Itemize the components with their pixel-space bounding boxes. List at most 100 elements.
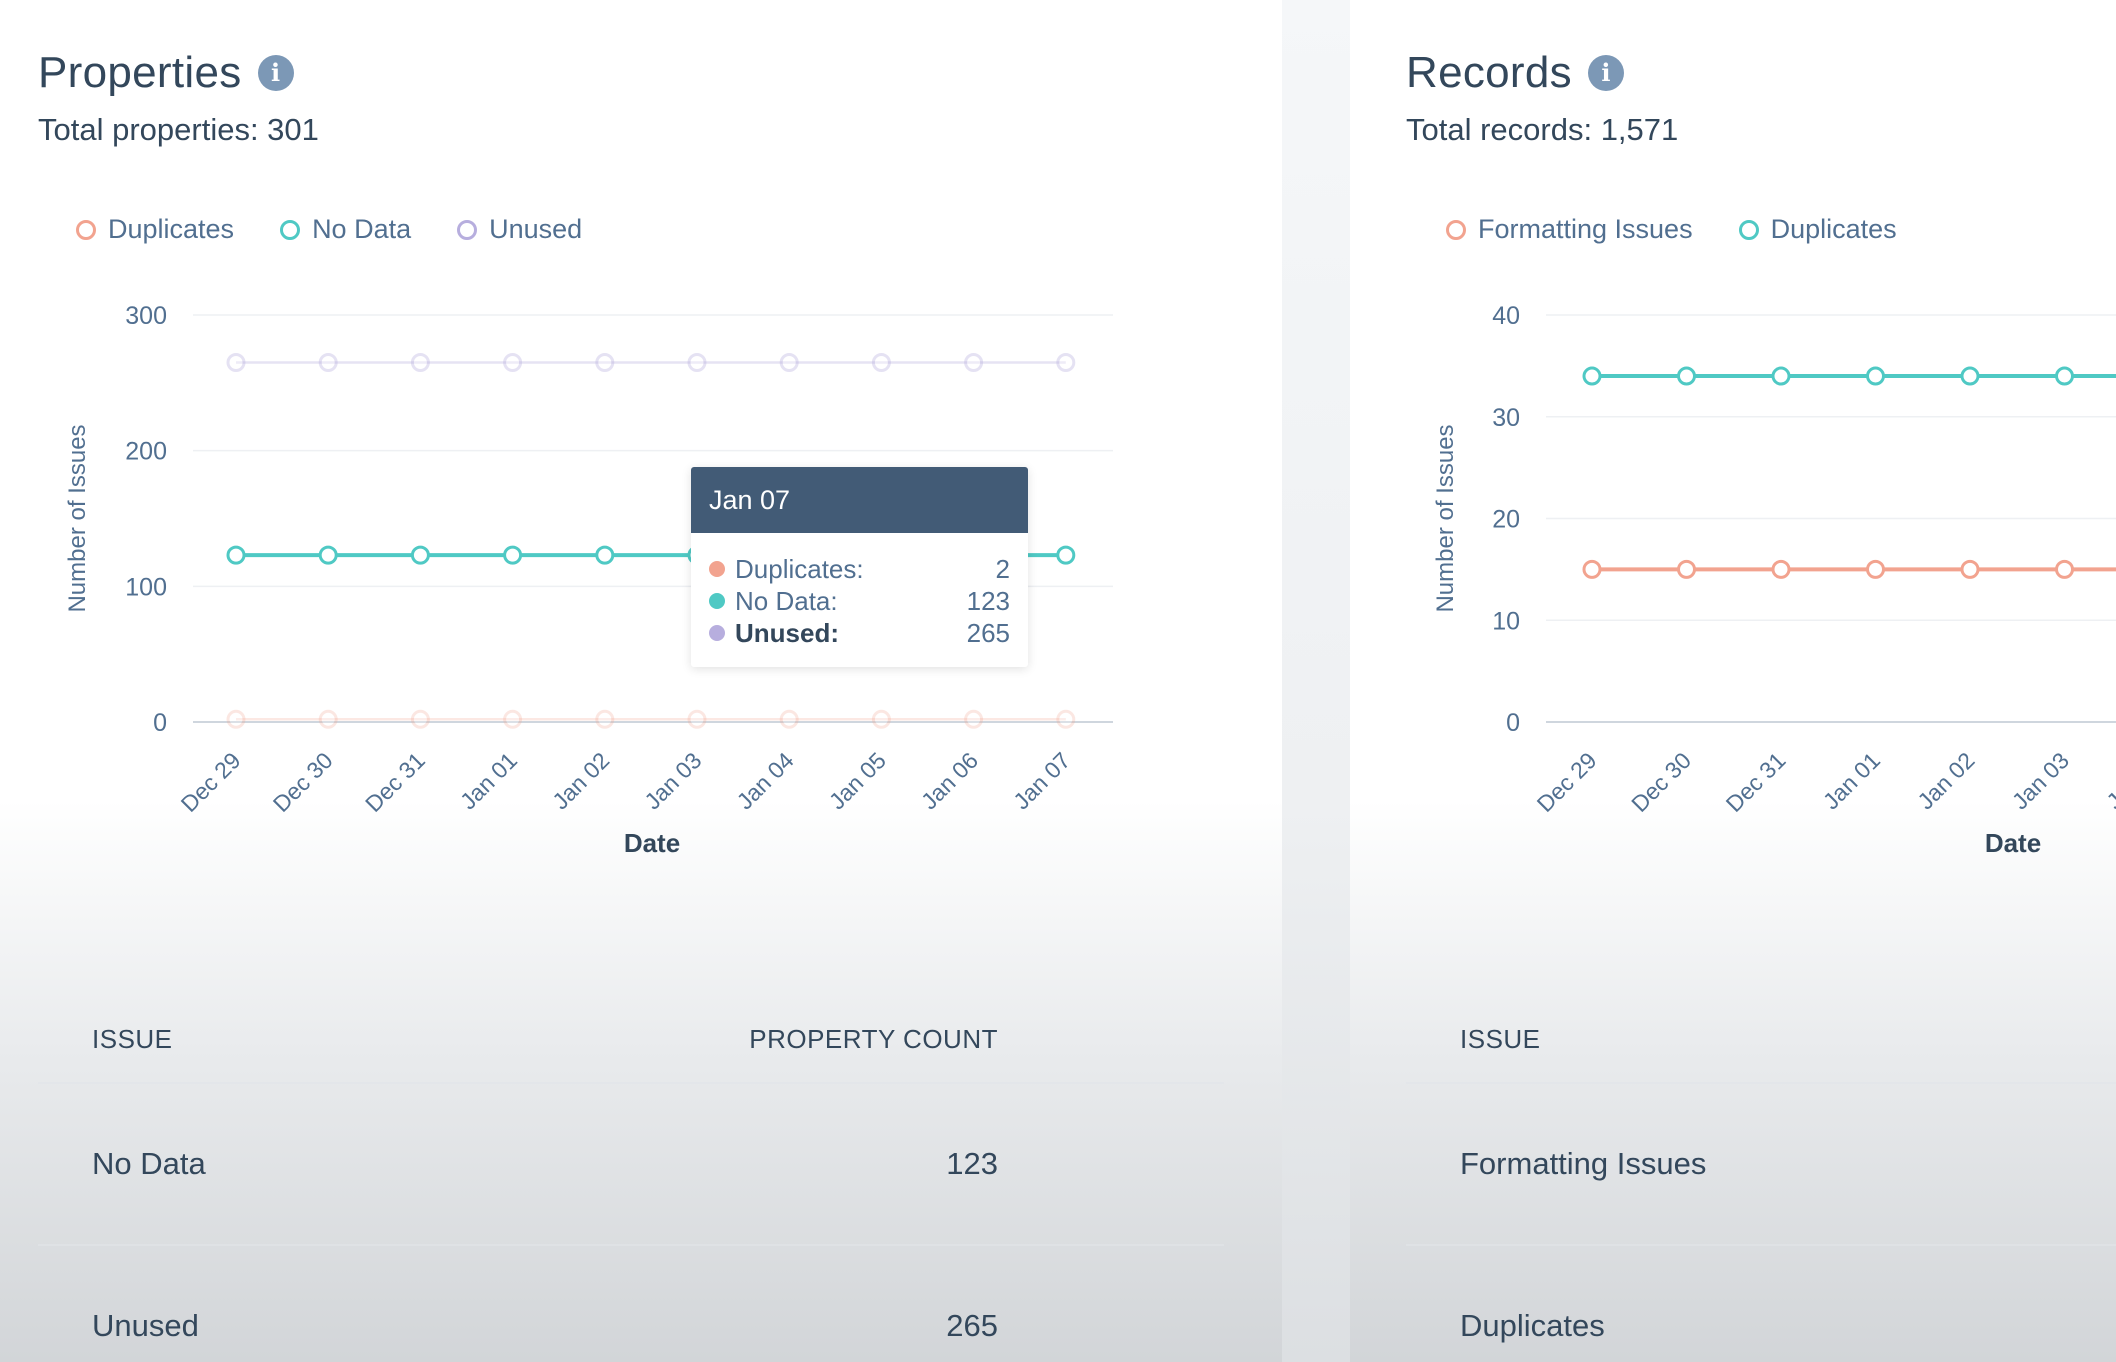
y-axis-label: Number of Issues (1432, 424, 1459, 612)
x-tick-label: Jan 04 (732, 747, 799, 814)
table-row: Duplicates (1406, 1246, 2116, 1362)
tooltip-row-no-data: No Data: 123 (709, 585, 1010, 617)
info-icon[interactable]: i (1587, 55, 1624, 91)
tooltip-value: 2 (995, 553, 1010, 584)
tooltip-dot (709, 625, 725, 641)
data-point (595, 545, 615, 565)
legend-item-duplicates[interactable]: Duplicates (76, 214, 234, 245)
table-row: Formatting Issues (1406, 1084, 2116, 1246)
x-tick-label: Jan 02 (547, 747, 614, 814)
y-tick-label: 0 (1506, 709, 1520, 737)
y-tick-label: 40 (1492, 302, 1520, 330)
tooltip-title: Jan 07 (691, 467, 1028, 533)
legend-swatch-no-data (280, 219, 301, 240)
legend-swatch-duplicates (1738, 219, 1759, 240)
x-tick-label: Jan 01 (1818, 747, 1885, 814)
x-tick-label: Dec 29 (176, 747, 246, 817)
legend-item-no-data[interactable]: No Data (280, 214, 411, 245)
tooltip-value: 265 (966, 617, 1010, 648)
data-point (503, 352, 523, 372)
table-row: Unused 265 (38, 1246, 1224, 1362)
x-tick-label: Dec 30 (1626, 747, 1696, 817)
data-point (1056, 352, 1076, 372)
records-line-chart: 0 10 20 30 40 Number of Issues Dec 29 Dec 30 Dec… (1432, 302, 2116, 858)
data-point (1960, 366, 1980, 386)
y-tick-label: 0 (153, 709, 167, 737)
data-point (1056, 709, 1076, 729)
y-tick-label: 100 (125, 573, 167, 601)
issue-count: 265 (946, 1308, 998, 1343)
data-point (2055, 559, 2074, 579)
column-header-issue[interactable]: ISSUE (92, 1024, 173, 1054)
y-tick-label: 20 (1492, 506, 1520, 534)
data-point (1677, 559, 1696, 579)
properties-line-chart: 0 100 200 300 Number of Issues Dec 29 Dec 30 De… (64, 302, 1113, 858)
data-point (1582, 366, 1602, 386)
data-point (503, 709, 523, 729)
tooltip-row-unused: Unused: 265 (709, 617, 1010, 649)
data-point (318, 545, 338, 565)
data-point (1866, 559, 1885, 579)
x-tick-label: Jan 07 (1008, 747, 1075, 814)
y-tick-label: 30 (1492, 404, 1520, 432)
legend-label: Duplicates (108, 214, 235, 244)
legend-swatch-unused (457, 219, 478, 240)
issue-name: Unused (92, 1308, 199, 1343)
properties-table-header: ISSUE PROPERTY COUNT (38, 1010, 1224, 1084)
tooltip-label: Duplicates: (735, 553, 864, 584)
y-axis-label: Number of Issues (64, 424, 91, 612)
data-point (1771, 559, 1791, 579)
total-records-label: Total records: 1,571 (1406, 112, 1679, 147)
data-point (964, 709, 984, 729)
records-panel: Records i Total records: 1,571 Formattin… (1350, 0, 2116, 1362)
data-point (318, 352, 338, 372)
x-tick-label: Jan 01 (455, 747, 522, 814)
x-axis-label: Date (1985, 828, 2041, 858)
data-point (687, 709, 707, 729)
properties-title-row: Properties i (38, 38, 294, 108)
legend-label: Formatting Issues (1478, 214, 1693, 244)
data-point (410, 352, 430, 372)
data-point (226, 352, 246, 372)
data-point (1771, 366, 1791, 386)
data-point (1056, 545, 1076, 565)
data-point (1960, 559, 1980, 579)
column-header-issue[interactable]: ISSUE (1460, 1024, 1541, 1054)
data-point (779, 709, 799, 729)
x-tick-label: Dec 29 (1532, 747, 1602, 817)
data-point (871, 709, 891, 729)
legend-item-duplicates[interactable]: Duplicates (1738, 214, 1897, 245)
data-point (2055, 366, 2074, 386)
data-point (503, 545, 523, 565)
panel-divider (1282, 0, 1350, 1362)
legend-item-formatting-issues[interactable]: Formatting Issues (1446, 214, 1693, 245)
y-tick-label: 300 (125, 302, 167, 330)
tooltip-value: 123 (966, 585, 1010, 616)
legend-item-unused[interactable]: Unused (457, 214, 582, 245)
info-icon[interactable]: i (257, 55, 294, 91)
issue-name: Duplicates (1460, 1308, 1605, 1343)
tooltip-dot (709, 561, 725, 577)
data-point (964, 352, 984, 372)
data-point (871, 352, 891, 372)
x-tick-label: Jan 03 (639, 747, 706, 814)
table-row: No Data 123 (38, 1084, 1224, 1246)
x-tick-label: Jan 03 (2007, 747, 2074, 814)
legend-label: No Data (312, 214, 412, 244)
x-tick-label: Jan 06 (916, 747, 983, 814)
column-header-property-count[interactable]: PROPERTY COUNT (749, 1024, 998, 1054)
data-point (1866, 366, 1885, 386)
legend-label: Duplicates (1770, 214, 1897, 244)
records-title: Records (1406, 48, 1572, 97)
properties-legend: Duplicates No Data Unused (76, 214, 582, 245)
x-axis-label: Date (624, 828, 680, 858)
issue-count: 123 (946, 1146, 998, 1181)
x-tick-label: Jan 05 (824, 747, 891, 814)
data-point (226, 709, 246, 729)
chart-tooltip: Jan 07 Duplicates: 2 No Data: 123 Unused… (691, 467, 1028, 667)
properties-title: Properties (38, 48, 242, 97)
x-tick-label: Jan 02 (1912, 747, 1979, 814)
data-point (1677, 366, 1696, 386)
legend-label: Unused (489, 214, 583, 244)
x-tick-label: Jan 04 (2101, 747, 2116, 814)
